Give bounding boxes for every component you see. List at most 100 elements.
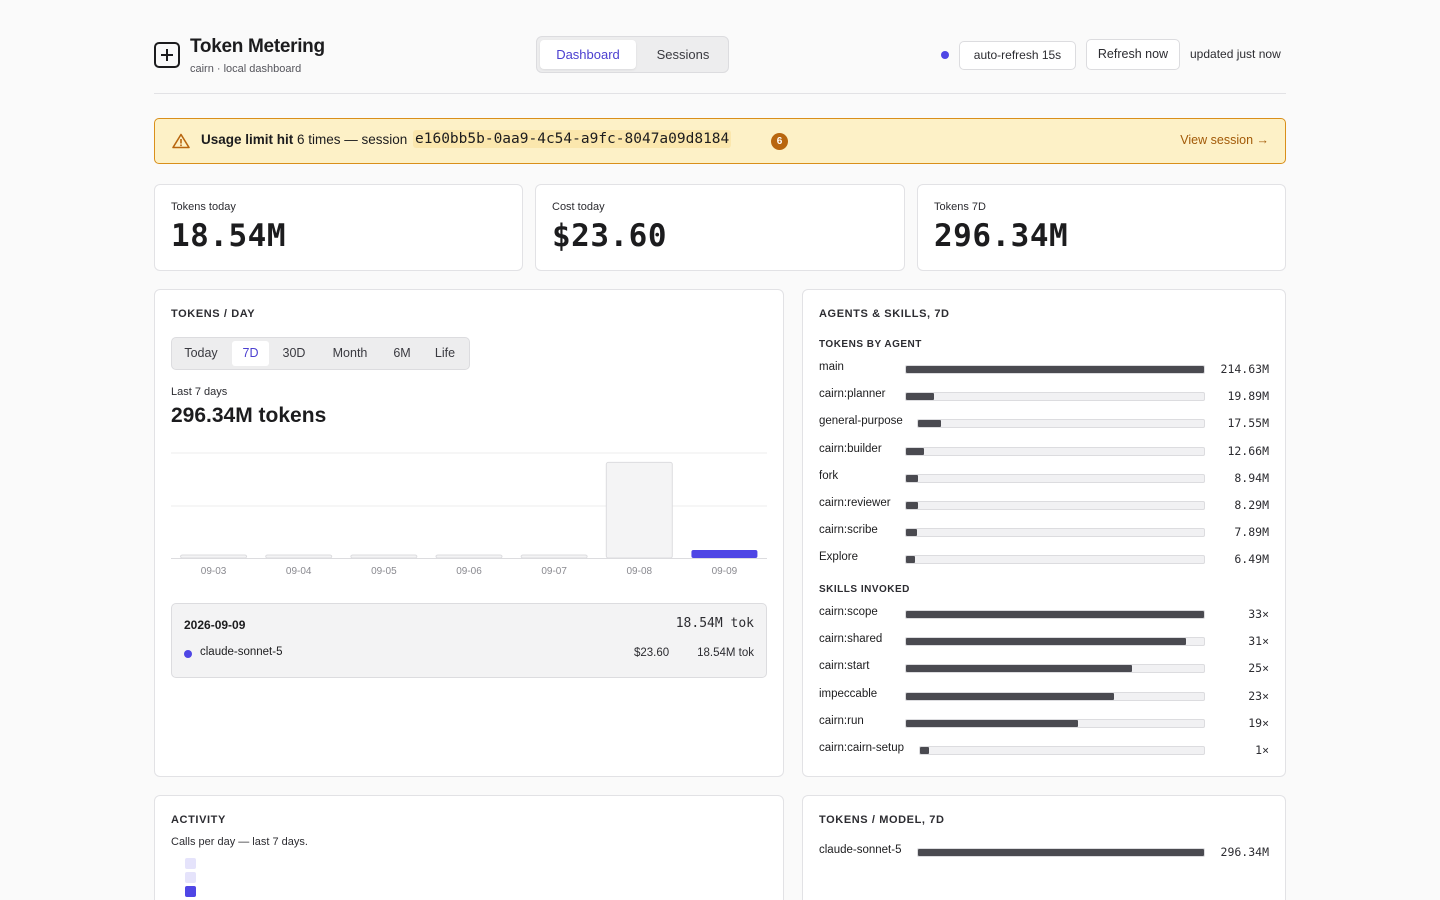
row-value: 296.34M	[1221, 845, 1269, 859]
row-label: fork	[819, 470, 838, 482]
row-label: cairn:planner	[819, 388, 885, 400]
header-divider	[154, 93, 1286, 94]
chart-tick-label: 09-09	[712, 566, 738, 577]
stat-value: 296.34M	[934, 218, 1068, 254]
row-label: cairn:scope	[819, 606, 878, 618]
activity-subtitle: Calls per day — last 7 days.	[171, 836, 308, 848]
chart-bar[interactable]	[606, 462, 672, 558]
row-bar-track	[917, 419, 1205, 428]
chart-bar[interactable]	[181, 555, 247, 558]
range-month[interactable]: Month	[319, 341, 381, 366]
session-id: e160bb5b-0aa9-4c54-a9fc-8047a09d8184	[413, 130, 731, 148]
chart-tick-label: 09-08	[626, 566, 652, 577]
activity-cell[interactable]	[185, 872, 196, 883]
skills-invoked-title: SKILLS INVOKED	[819, 584, 910, 595]
row-value: 25×	[1248, 661, 1269, 675]
section-title: TOKENS / MODEL, 7D	[819, 814, 945, 826]
row-value: 214.63M	[1221, 362, 1269, 376]
range-selector: Today 7D 30D Month 6M Life	[171, 337, 470, 370]
chart-tick-label: 09-05	[371, 566, 397, 577]
tab-sessions[interactable]: Sessions	[641, 40, 725, 69]
refresh-button[interactable]: Refresh now	[1086, 39, 1180, 70]
row-bar-track	[905, 664, 1205, 673]
chart-tick-label: 09-07	[541, 566, 567, 577]
view-session-link[interactable]: View session →	[1180, 133, 1269, 147]
row-value: 12.66M	[1227, 444, 1269, 458]
row-label: cairn:builder	[819, 443, 882, 455]
row-label: main	[819, 361, 844, 373]
row-bar-track	[905, 637, 1205, 646]
updated-status: updated just now	[1190, 47, 1281, 61]
chart-tick-label: 09-06	[456, 566, 482, 577]
row-bar-track	[905, 447, 1205, 456]
row-value: 8.94M	[1234, 471, 1269, 485]
section-title: ACTIVITY	[171, 814, 226, 826]
detail-model-tokens: 18.54M tok	[697, 647, 754, 659]
row-bar-fill	[906, 693, 1114, 700]
section-title: AGENTS & SKILLS, 7D	[819, 308, 950, 320]
tokens-by-agent-title: TOKENS BY AGENT	[819, 339, 922, 350]
logo-icon	[154, 42, 180, 68]
row-bar-fill	[906, 556, 915, 563]
row-bar-track	[905, 692, 1205, 701]
agents-skills-card: AGENTS & SKILLS, 7D TOKENS BY AGENT SKIL…	[802, 289, 1286, 777]
range-6m[interactable]: 6M	[385, 341, 419, 366]
chart-bar[interactable]	[266, 555, 332, 558]
activity-cell[interactable]	[185, 886, 196, 897]
main-tabs: Dashboard Sessions	[536, 36, 729, 73]
row-label: general-purpose	[819, 415, 903, 427]
row-label: claude-sonnet-5	[819, 844, 901, 856]
chart-bar[interactable]	[691, 550, 757, 558]
detail-date: 2026-09-09	[184, 618, 245, 632]
tab-dashboard[interactable]: Dashboard	[540, 40, 636, 69]
app-title: Token Metering	[190, 36, 325, 58]
row-value: 33×	[1248, 607, 1269, 621]
row-bar-track	[905, 528, 1205, 537]
app-subtitle: cairn · local dashboard	[190, 63, 301, 75]
range-7d[interactable]: 7D	[232, 341, 269, 366]
stat-value: $23.60	[552, 218, 667, 254]
chart-bar[interactable]	[521, 555, 587, 558]
row-bar-fill	[906, 502, 918, 509]
row-bar-fill	[906, 393, 934, 400]
row-label: cairn:reviewer	[819, 497, 891, 509]
stat-card-cost-today: Cost today $23.60	[535, 184, 905, 271]
row-value: 19×	[1248, 716, 1269, 730]
row-bar-fill	[918, 420, 941, 427]
live-status-dot	[941, 51, 949, 59]
row-label: Explore	[819, 551, 858, 563]
row-bar-fill	[906, 448, 924, 455]
range-life[interactable]: Life	[425, 341, 465, 366]
row-bar-track	[905, 719, 1205, 728]
row-bar-track	[905, 392, 1205, 401]
row-value: 1×	[1255, 743, 1269, 757]
row-value: 23×	[1248, 689, 1269, 703]
row-bar-fill	[906, 475, 918, 482]
row-value: 19.89M	[1227, 389, 1269, 403]
range-today[interactable]: Today	[175, 341, 227, 366]
row-bar-track	[905, 501, 1205, 510]
row-label: cairn:run	[819, 715, 864, 727]
row-bar-track	[905, 610, 1205, 619]
row-value: 17.55M	[1227, 416, 1269, 430]
chart-tick-label: 09-04	[286, 566, 312, 577]
stat-label: Tokens today	[171, 201, 236, 213]
activity-card: ACTIVITY Calls per day — last 7 days.	[154, 795, 784, 900]
stat-card-tokens-today: Tokens today 18.54M	[154, 184, 523, 271]
chart-bar[interactable]	[436, 555, 502, 558]
section-title: TOKENS / DAY	[171, 308, 255, 320]
alert-message: Usage limit hit 6 times — session	[201, 132, 407, 147]
chart-bar[interactable]	[351, 555, 417, 558]
period-total: 296.34M tokens	[171, 404, 326, 428]
auto-refresh-toggle[interactable]: auto-refresh 15s	[959, 41, 1076, 70]
tokens-per-day-chart: 09-03 09-04 09-05 09-06 09-07 09-08 09-09	[171, 450, 767, 580]
range-30d[interactable]: 30D	[274, 341, 314, 366]
alert-strong: Usage limit hit	[201, 132, 293, 147]
row-bar-track	[917, 848, 1205, 857]
activity-cell[interactable]	[185, 858, 196, 869]
detail-model-cost: $23.60	[634, 647, 669, 659]
usage-limit-alert: Usage limit hit 6 times — session e160bb…	[154, 118, 1286, 164]
detail-total: 18.54M tok	[676, 616, 754, 631]
chart-tick-label: 09-03	[201, 566, 227, 577]
stat-card-tokens-7d: Tokens 7D 296.34M	[917, 184, 1286, 271]
